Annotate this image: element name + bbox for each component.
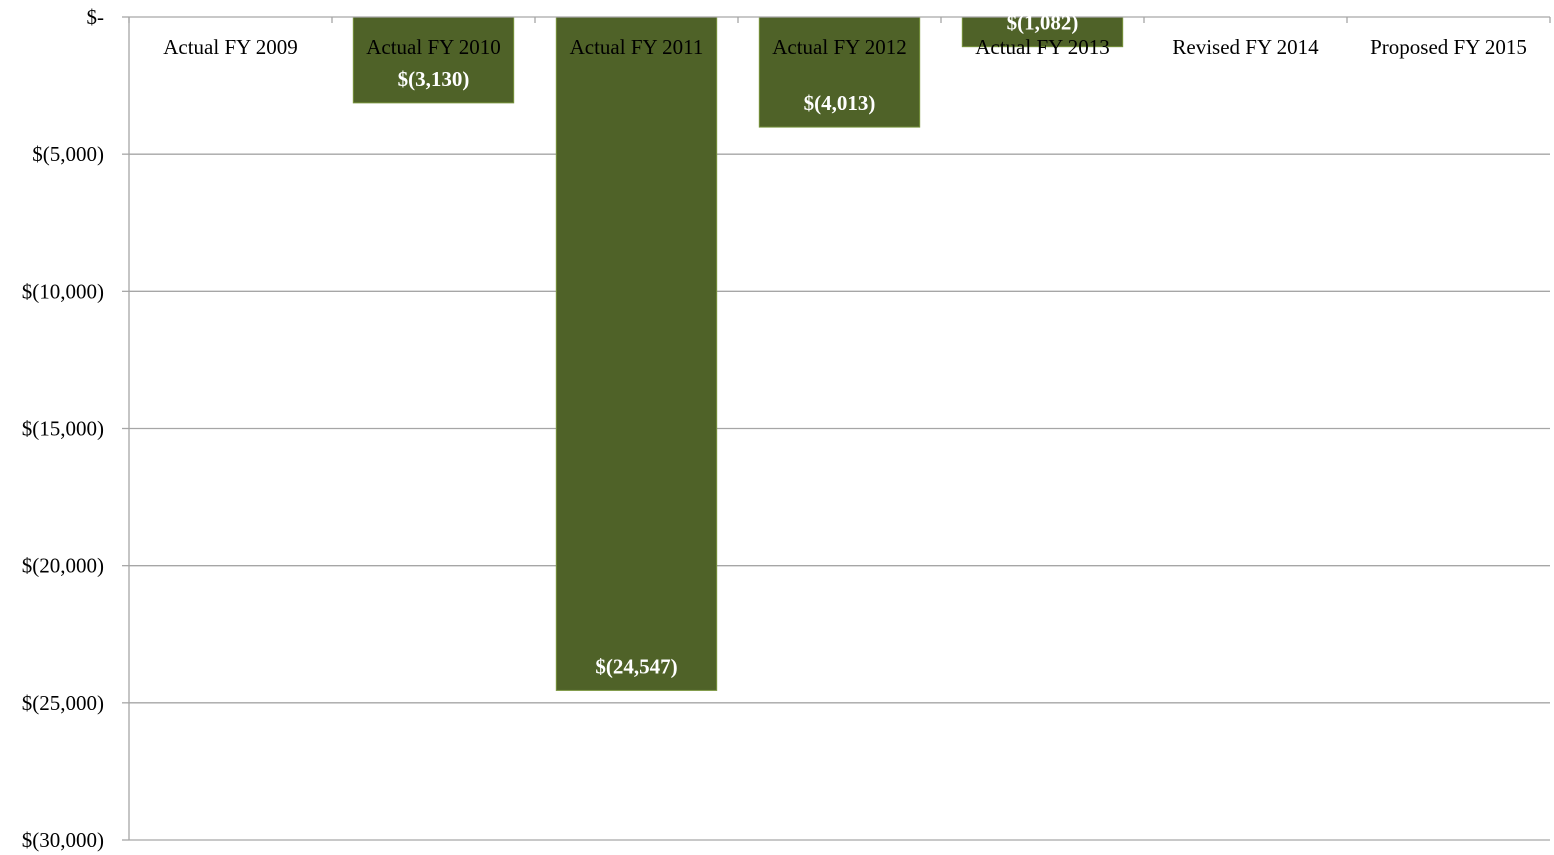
category-label: Actual FY 2011 bbox=[570, 35, 704, 59]
gridlines bbox=[129, 153, 1550, 841]
category-label: Actual FY 2010 bbox=[366, 35, 501, 59]
bars bbox=[352, 16, 1124, 691]
category-label: Proposed FY 2015 bbox=[1370, 35, 1527, 59]
data-label: $(3,130) bbox=[398, 67, 470, 91]
y-tick-label: $(10,000) bbox=[22, 279, 104, 303]
data-label: $(4,013) bbox=[804, 91, 876, 115]
category-labels: Actual FY 2009 Actual FY 2010 Actual FY 20… bbox=[163, 35, 1527, 59]
y-tick-label: $(15,000) bbox=[22, 417, 104, 441]
y-tick-label: $(20,000) bbox=[22, 554, 104, 578]
y-tick-label: $(30,000) bbox=[22, 828, 104, 852]
y-tick-label: $(25,000) bbox=[22, 691, 104, 715]
axes bbox=[122, 16, 1551, 841]
data-label: $(24,547) bbox=[595, 654, 677, 678]
bar bbox=[758, 16, 921, 128]
data-labels: $(3,130) $(24,547) $(4,013) $(1,082) bbox=[398, 11, 1079, 679]
category-label: Actual FY 2013 bbox=[975, 35, 1110, 59]
y-tick-labels: $- $(5,000) $(10,000) $(15,000) $(20,000) $(2… bbox=[22, 5, 104, 852]
y-tick-label: $- bbox=[87, 5, 105, 29]
bar bbox=[352, 16, 515, 104]
category-label: Actual FY 2012 bbox=[772, 35, 907, 59]
y-tick-label: $(5,000) bbox=[32, 142, 104, 166]
category-label: Revised FY 2014 bbox=[1172, 35, 1319, 59]
bar bbox=[555, 16, 718, 691]
bar bbox=[961, 16, 1124, 48]
data-label: $(1,082) bbox=[1007, 11, 1079, 35]
category-label: Actual FY 2009 bbox=[163, 35, 298, 59]
